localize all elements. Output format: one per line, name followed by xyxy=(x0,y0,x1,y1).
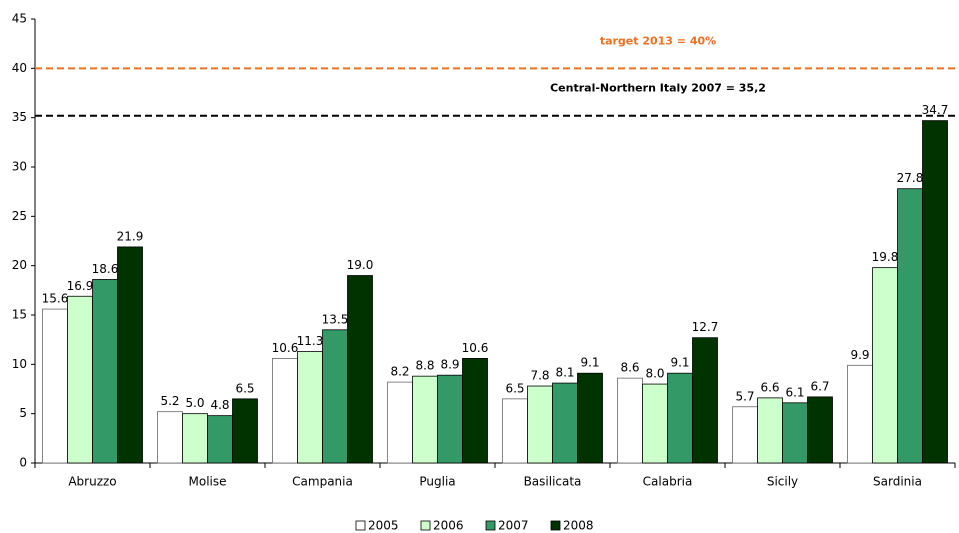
bar xyxy=(577,372,603,464)
x-tick-label: Puglia xyxy=(419,475,455,489)
annotation: target 2013 = 40% xyxy=(600,34,716,47)
bar xyxy=(872,267,898,464)
bar xyxy=(757,397,783,464)
value-label: 6.1 xyxy=(785,385,804,399)
bar xyxy=(67,295,93,464)
value-label: 5.2 xyxy=(160,394,179,408)
legend-label: 2006 xyxy=(433,519,464,533)
bar xyxy=(462,358,488,464)
value-label: 34.7 xyxy=(922,103,949,117)
legend-label: 2008 xyxy=(563,519,594,533)
y-tick-label: 10 xyxy=(12,357,27,371)
bar xyxy=(552,382,578,464)
bar xyxy=(42,308,68,464)
value-label: 8.6 xyxy=(620,361,639,375)
bar xyxy=(117,246,143,464)
value-label: 6.6 xyxy=(760,380,779,394)
bar xyxy=(437,374,463,464)
bar xyxy=(502,398,528,464)
value-label: 8.9 xyxy=(440,358,459,372)
bar xyxy=(232,398,258,464)
x-tick-label: Calabria xyxy=(643,475,693,489)
y-tick-label: 15 xyxy=(12,308,27,322)
x-tick-label: Molise xyxy=(189,475,227,489)
legend-label: 2007 xyxy=(498,519,529,533)
value-label: 12.7 xyxy=(692,320,719,334)
legend-swatch xyxy=(420,520,431,531)
bar xyxy=(897,188,923,464)
value-label: 16.9 xyxy=(67,279,94,293)
x-tick-label: Sardinia xyxy=(873,475,922,489)
y-tick-label: 5 xyxy=(19,406,27,420)
value-label: 6.5 xyxy=(505,381,524,395)
value-label: 13.5 xyxy=(322,312,349,326)
y-tick-label: 35 xyxy=(12,110,27,124)
bar xyxy=(642,383,668,464)
bar xyxy=(692,337,718,464)
x-tick-label: Campania xyxy=(292,475,353,489)
bar xyxy=(847,364,873,464)
value-label: 9.1 xyxy=(670,356,689,370)
bar xyxy=(387,381,413,464)
y-tick-label: 20 xyxy=(12,258,27,272)
annotation: Central-Northern Italy 2007 = 35,2 xyxy=(550,82,766,95)
bar xyxy=(782,402,808,464)
value-label: 7.8 xyxy=(530,369,549,383)
bar xyxy=(297,351,323,464)
bar xyxy=(527,385,553,464)
legend-swatch xyxy=(355,520,366,531)
value-label: 15.6 xyxy=(42,292,69,306)
value-label: 11.3 xyxy=(297,334,324,348)
value-label: 4.8 xyxy=(210,398,229,412)
bar xyxy=(207,415,233,464)
y-tick-label: 25 xyxy=(12,209,27,223)
value-label: 10.6 xyxy=(272,341,299,355)
value-label: 8.0 xyxy=(645,367,664,381)
value-label: 5.0 xyxy=(185,396,204,410)
value-label: 6.7 xyxy=(810,379,829,393)
value-label: 9.9 xyxy=(850,348,869,362)
bar xyxy=(807,396,833,464)
legend-swatch xyxy=(550,520,561,531)
x-tick-label: Abruzzo xyxy=(68,475,116,489)
value-label: 9.1 xyxy=(580,356,599,370)
value-label: 18.6 xyxy=(92,262,119,276)
value-label: 19.8 xyxy=(872,250,899,264)
bar xyxy=(667,372,693,464)
bar xyxy=(732,406,758,464)
bar xyxy=(182,413,208,464)
value-label: 8.8 xyxy=(415,359,434,373)
bar xyxy=(322,329,348,464)
value-label: 19.0 xyxy=(347,258,374,272)
x-tick-label: Basilicata xyxy=(524,475,582,489)
legend-swatch xyxy=(485,520,496,531)
value-label: 27.8 xyxy=(897,171,924,185)
value-label: 8.2 xyxy=(390,365,409,379)
bar xyxy=(617,377,643,464)
bar xyxy=(922,120,948,464)
bar xyxy=(412,375,438,464)
y-tick-label: 40 xyxy=(12,61,27,75)
y-tick-label: 0 xyxy=(19,456,27,470)
legend-label: 2005 xyxy=(368,519,399,533)
value-label: 21.9 xyxy=(117,229,144,243)
bar xyxy=(92,279,118,464)
bar xyxy=(347,275,373,464)
value-label: 10.6 xyxy=(462,341,489,355)
y-tick-label: 30 xyxy=(12,160,27,174)
bar xyxy=(272,358,298,464)
value-label: 6.5 xyxy=(235,381,254,395)
x-tick-label: Sicily xyxy=(767,475,798,489)
value-label: 5.7 xyxy=(735,389,754,403)
bar xyxy=(157,411,183,464)
y-tick-label: 45 xyxy=(12,12,27,26)
value-label: 8.1 xyxy=(555,366,574,380)
